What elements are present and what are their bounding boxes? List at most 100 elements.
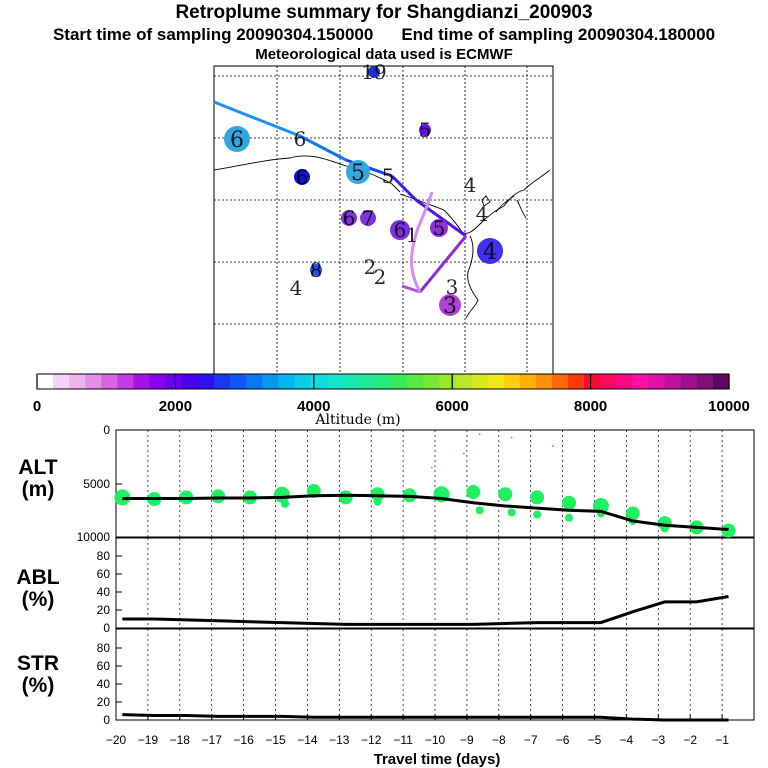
plume-dot xyxy=(439,294,461,316)
colorbar-swatch xyxy=(181,374,199,389)
colorbar-swatch xyxy=(632,374,650,389)
y-axis-label: (%) xyxy=(22,588,55,611)
map-label-4: 5 xyxy=(382,164,395,188)
map-label-13: 2 xyxy=(374,265,387,289)
colorbar-swatch xyxy=(197,374,215,389)
y-tick-label: 20 xyxy=(97,695,111,709)
map-label-text: 6 xyxy=(230,128,244,153)
plume-dot xyxy=(224,126,250,152)
plume-dot xyxy=(341,210,357,226)
colorbar-tick-label: 2000 xyxy=(159,398,192,415)
colorbar-swatch xyxy=(696,374,714,389)
plume-dot xyxy=(430,219,448,237)
x-tick-label: −8 xyxy=(492,733,506,747)
plume-dot xyxy=(368,66,380,78)
map-label-3: 5 xyxy=(346,160,370,186)
colorbar-swatch xyxy=(712,374,730,389)
y-tick-label: 0 xyxy=(103,713,110,727)
y-axis-label: ALT xyxy=(18,456,57,479)
colorbar-swatch xyxy=(407,374,424,389)
map-label-text: 6 xyxy=(294,127,307,151)
colorbar-swatch xyxy=(69,374,86,389)
alt-point xyxy=(211,489,226,504)
colorbar-swatch xyxy=(262,374,279,389)
colorbar-swatch xyxy=(214,374,231,389)
abl-line xyxy=(122,595,729,626)
colorbar-swatch xyxy=(53,374,70,389)
x-tick-label: −4 xyxy=(620,733,634,747)
colorbar-swatch xyxy=(133,374,151,389)
colorbar-swatch xyxy=(326,374,344,389)
y-tick-label: 80 xyxy=(97,549,111,563)
colorbar-swatch xyxy=(310,374,328,389)
map-label-text: 5 xyxy=(419,118,432,142)
colorbar-swatch xyxy=(358,374,376,389)
y-tick-label: 80 xyxy=(97,641,111,655)
map-grid xyxy=(214,66,553,374)
x-tick-label: −14 xyxy=(297,733,318,747)
alt-point xyxy=(530,490,545,505)
x-tick-label: −10 xyxy=(425,733,446,747)
colorbar-swatch xyxy=(85,374,102,389)
alt-point xyxy=(625,506,640,521)
x-tick-label: −3 xyxy=(651,733,665,747)
alt-point-extra xyxy=(478,433,481,436)
x-tick-label: −11 xyxy=(393,733,413,747)
alt-mean-line xyxy=(122,493,729,532)
plume-dot xyxy=(346,160,370,184)
map-label-1: 6 xyxy=(294,127,307,151)
str-line xyxy=(122,713,729,722)
colorbar-swatch xyxy=(117,374,135,389)
colorbar-swatch xyxy=(149,374,167,389)
map-label-18: 5 xyxy=(430,216,448,240)
colorbar-swatch xyxy=(648,374,666,389)
plume-dot xyxy=(294,169,310,185)
y-tick-label: 0 xyxy=(103,423,110,437)
alt-point xyxy=(370,487,385,502)
map-label-11: 3 xyxy=(446,275,459,299)
map-label-17: 6 xyxy=(390,218,410,242)
colorbar-swatch xyxy=(165,374,183,389)
x-tick-label: −12 xyxy=(361,733,382,747)
x-axis-label: Travel time (days) xyxy=(374,751,501,768)
y-axis-label: (%) xyxy=(22,674,55,697)
colorbar-swatch xyxy=(535,374,553,389)
colorbar-tick-label: 8000 xyxy=(574,398,607,415)
colorbar-swatch xyxy=(455,374,473,389)
alt-point xyxy=(273,486,290,503)
colorbar-swatch xyxy=(342,374,360,389)
alt-point xyxy=(466,485,481,500)
x-tick-label: −16 xyxy=(233,733,254,747)
alt-point-extra xyxy=(430,466,433,469)
map-label-text: 4 xyxy=(476,202,489,226)
colorbar-tick-label: 10000 xyxy=(708,398,750,415)
map-label-text: 2 xyxy=(374,265,387,289)
colorbar-swatch xyxy=(294,374,312,389)
colorbar-swatch xyxy=(374,374,392,389)
sampling-times: Start time of sampling 20090304.150000 En… xyxy=(0,25,768,45)
x-tick-label: −1 xyxy=(715,733,729,747)
y-tick-label: 20 xyxy=(97,603,111,617)
y-tick-label: 0 xyxy=(103,621,110,635)
colorbar-swatch xyxy=(519,374,537,389)
plume-dot xyxy=(419,124,431,136)
x-tick-label: −18 xyxy=(170,733,191,747)
map-label-9: 4 xyxy=(290,276,303,300)
colorbar-swatch xyxy=(439,374,457,389)
alt-point xyxy=(561,495,576,510)
x-tick-label: −6 xyxy=(556,733,570,747)
map-label-text: 5 xyxy=(382,164,395,188)
colorbar-swatch xyxy=(503,374,521,389)
time-series-panels: 0500010000ALT(m)020406080ABL(%)020406080… xyxy=(16,423,755,768)
colorbar-swatch xyxy=(230,374,247,389)
alt-point-extra xyxy=(507,508,516,517)
colorbar-swatch xyxy=(664,374,682,389)
map-label-text: 4 xyxy=(483,240,497,265)
map-label-10: 3 xyxy=(439,294,461,319)
colorbar-swatch xyxy=(568,374,585,389)
y-tick-label: 40 xyxy=(97,585,111,599)
colorbar-tick-label: 4000 xyxy=(297,398,330,415)
